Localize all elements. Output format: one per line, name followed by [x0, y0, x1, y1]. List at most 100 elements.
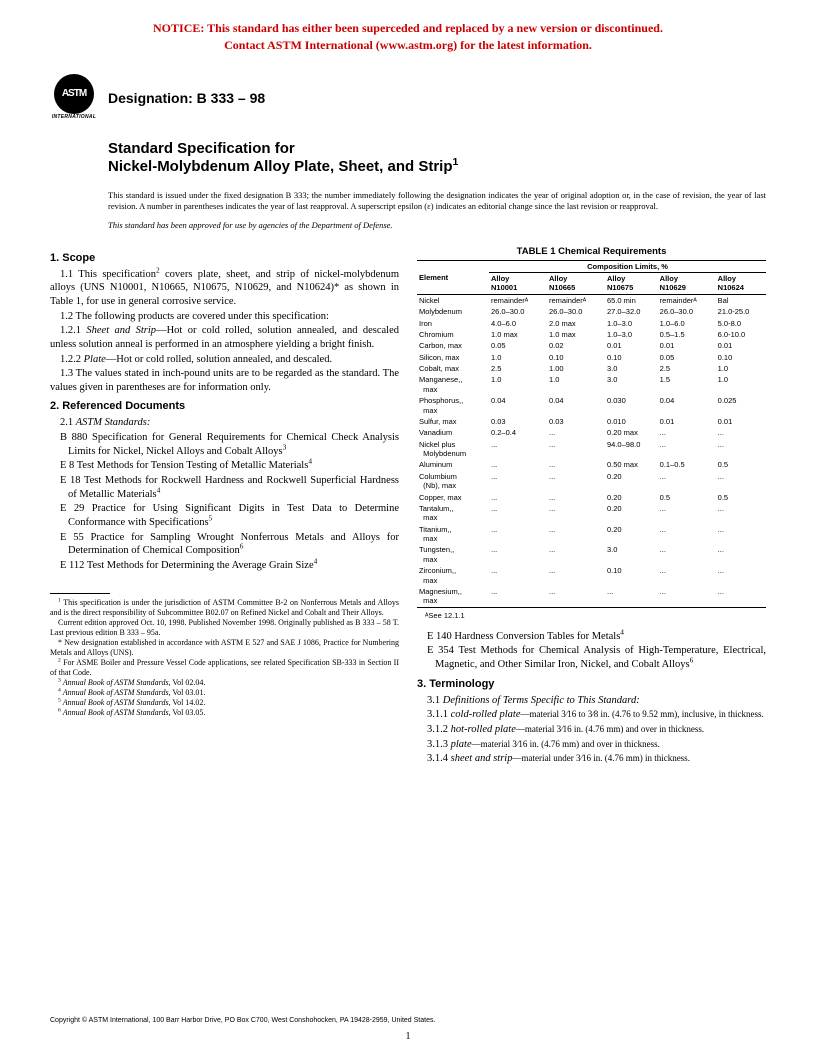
table-row: Tungsten,, max......3.0...... [417, 544, 766, 565]
table-alloy-header: AlloyN10665 [547, 273, 605, 295]
designation: Designation: B 333 – 98 [108, 90, 265, 106]
scope-1-2-1: 1.2.1 Sheet and Strip—Hot or cold rolled… [50, 324, 399, 351]
table-value-cell: 0.04 [658, 395, 716, 416]
table-value-cell: 0.01 [658, 416, 716, 427]
table-value-cell: ... [547, 459, 605, 470]
table-value-cell: 2.5 [489, 363, 547, 374]
logo-subtext: INTERNATIONAL [52, 114, 96, 120]
table-row: Iron4.0–6.02.0 max1.0–3.01.0–6.05.0-8.0 [417, 318, 766, 329]
table-value-cell: 1.0 [489, 352, 547, 363]
table-row: Phosphorus,, max0.040.040.0300.040.025 [417, 395, 766, 416]
table-value-cell: 1.5 [658, 374, 716, 395]
table-element-cell: Copper, max [417, 492, 489, 503]
table-value-cell: ... [489, 544, 547, 565]
table-value-cell: ... [716, 544, 766, 565]
def-sheet-strip: 3.1.4 sheet and strip—material under 3⁄1… [417, 752, 766, 766]
table-value-cell: ... [716, 471, 766, 492]
table-value-cell: remainderᴬ [547, 294, 605, 306]
table-value-cell: ... [547, 503, 605, 524]
footnote-3: 3 Annual Book of ASTM Standards, Vol 02.… [50, 678, 399, 688]
table-row: Magnesium,, max............... [417, 586, 766, 607]
table-value-cell: 2.5 [658, 363, 716, 374]
table-element-cell: Iron [417, 318, 489, 329]
footnote-1: 1 This specification is under the jurisd… [50, 598, 399, 618]
table-value-cell: 0.025 [716, 395, 766, 416]
table-element-cell: Vanadium [417, 427, 489, 438]
table-element-cell: Silicon, max [417, 352, 489, 363]
table-value-cell: 0.5 [716, 459, 766, 470]
table-value-cell: 3.0 [605, 374, 658, 395]
reference-item: E 29 Practice for Using Significant Digi… [68, 502, 399, 529]
reference-item: B 880 Specification for General Requirem… [68, 431, 399, 458]
table-value-cell: 0.02 [547, 340, 605, 351]
def-hot-rolled-plate: 3.1.2 hot-rolled plate—material 3⁄16 in.… [417, 723, 766, 737]
table-value-cell: 1.0–3.0 [605, 318, 658, 329]
table-value-cell: 5.0-8.0 [716, 318, 766, 329]
table-value-cell: 1.0 [716, 363, 766, 374]
table-value-cell: ... [547, 565, 605, 586]
table-row: Manganese,, max1.01.03.01.51.0 [417, 374, 766, 395]
table-spanner: Composition Limits, % [489, 260, 766, 272]
table-element-cell: Nickel [417, 294, 489, 306]
table-value-cell: 4.0–6.0 [489, 318, 547, 329]
reference-item: E 55 Practice for Sampling Wrought Nonfe… [68, 531, 399, 558]
table-row: Vanadium0.2–0.4...0.20 max...... [417, 427, 766, 438]
table-element-cell: Phosphorus,, max [417, 395, 489, 416]
table-value-cell: 0.20 [605, 503, 658, 524]
table-value-cell: 1.0 [489, 374, 547, 395]
table-value-cell: 0.01 [658, 340, 716, 351]
table-value-cell: ... [658, 471, 716, 492]
refdocs-2-1: 2.1 ASTM Standards: [50, 416, 399, 430]
table-value-cell: ... [605, 586, 658, 607]
footnote-2: 2 For ASME Boiler and Pressure Vessel Co… [50, 658, 399, 678]
table-value-cell: 0.010 [605, 416, 658, 427]
table-value-cell: 1.0–6.0 [658, 318, 716, 329]
footnote-5: 5 Annual Book of ASTM Standards, Vol 14.… [50, 698, 399, 708]
table-value-cell: 65.0 min [605, 294, 658, 306]
table-footnote: ᴬSee 12.1.1 [417, 611, 766, 620]
table-row: Aluminum......0.50 max0.1–0.50.5 [417, 459, 766, 470]
reference-item: E 140 Hardness Conversion Tables for Met… [435, 630, 766, 644]
table-value-cell: 1.0 max [547, 329, 605, 340]
table-value-cell: 0.03 [547, 416, 605, 427]
table-value-cell: 0.05 [658, 352, 716, 363]
table-alloy-header: AlloyN10629 [658, 273, 716, 295]
footnote-1b: Current edition approved Oct. 10, 1998. … [50, 618, 399, 638]
table-element-cell: Aluminum [417, 459, 489, 470]
refdocs-heading: 2. Referenced Documents [50, 400, 399, 412]
table-value-cell: 0.5–1.5 [658, 329, 716, 340]
table-alloy-header: AlloyN10675 [605, 273, 658, 295]
table-row: Copper, max......0.200.50.5 [417, 492, 766, 503]
notice-line1: NOTICE: This standard has either been su… [153, 21, 663, 35]
table-value-cell: 0.10 [605, 352, 658, 363]
table-value-cell: ... [716, 427, 766, 438]
title-lead: Standard Specification for [108, 140, 766, 158]
table-value-cell: remainderᴬ [489, 294, 547, 306]
table-row: Silicon, max1.00.100.100.050.10 [417, 352, 766, 363]
table-value-cell: ... [489, 459, 547, 470]
table-value-cell: ... [489, 492, 547, 503]
page-number: 1 [0, 1031, 816, 1042]
table-value-cell: ... [547, 586, 605, 607]
footnote-rule [50, 593, 110, 594]
table-alloy-header: AlloyN10624 [716, 273, 766, 295]
table-value-cell: Bal [716, 294, 766, 306]
table-value-cell: ... [489, 471, 547, 492]
chemical-requirements-table: ElementComposition Limits, % AlloyN10001… [417, 260, 766, 608]
table-value-cell: 1.0 max [489, 329, 547, 340]
table-element-cell: Sulfur, max [417, 416, 489, 427]
table-row: Cobalt, max2.51.003.02.51.0 [417, 363, 766, 374]
table-value-cell: 26.0–30.0 [489, 306, 547, 317]
table-element-cell: Tantalum,, max [417, 503, 489, 524]
reference-item: E 354 Test Methods for Chemical Analysis… [435, 644, 766, 671]
table-value-cell: 27.0–32.0 [605, 306, 658, 317]
table-value-cell: 0.20 [605, 492, 658, 503]
table-alloy-header: AlloyN10001 [489, 273, 547, 295]
table-value-cell: 0.030 [605, 395, 658, 416]
table-value-cell: ... [547, 471, 605, 492]
table-title: TABLE 1 Chemical Requirements [417, 246, 766, 257]
def-cold-rolled-plate: 3.1.1 cold-rolled plate—material 3⁄16 to… [417, 708, 766, 722]
table-value-cell: 26.0–30.0 [547, 306, 605, 317]
table-value-cell: ... [658, 524, 716, 545]
scope-heading: 1. Scope [50, 252, 399, 264]
